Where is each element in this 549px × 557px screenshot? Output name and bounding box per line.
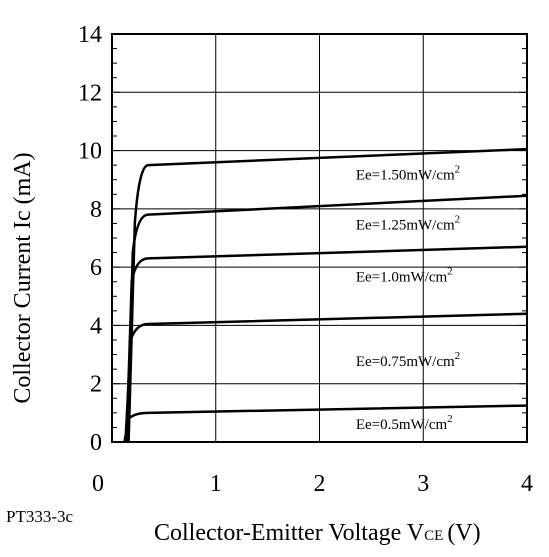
series-line [125,245,528,443]
x-tick-label: 0 [92,471,104,497]
series-line [126,194,528,443]
figure-id: PT333-3c [6,507,74,526]
x-axis-title-unit: (V) [447,520,480,546]
series-label: Ee=1.0mW/cm2 [356,266,453,286]
y-tick-label: 14 [78,22,102,48]
x-tick-label: 4 [521,471,533,497]
y-axis-title: Collector Current Ic (mA) [10,152,36,403]
x-tick-labels: 0 1 2 3 4 [92,471,533,497]
x-axis-title-main: Collector-Emitter Voltage V [154,520,425,546]
y-tick-label: 12 [78,80,102,106]
labels-layer: Ee=1.50mW/cm2 Ee=1.25mW/cm2 Ee=1.0mW/cm2 Ee… [356,164,460,433]
series-layer [123,147,528,443]
y-tick-label: 6 [90,255,102,281]
series-label: Ee=0.75mW/cm2 [356,350,460,370]
y-tick-labels: 0 2 4 6 8 10 12 14 [78,22,102,456]
x-axis-title: Collector-Emitter Voltage VCE (V) [154,520,481,546]
x-tick-label: 1 [210,471,222,497]
series-line [123,404,528,443]
y-tick-label: 0 [90,430,102,456]
x-tick-label: 3 [417,471,429,497]
x-tick-label: 2 [314,471,326,497]
plot-frame [111,33,528,443]
x-axis-title-sub: CE [424,528,443,544]
series-line [124,312,528,443]
y-tick-label: 10 [78,139,102,165]
series-label: Ee=0.5mW/cm2 [356,413,453,433]
y-tick-label: 4 [90,313,102,339]
series-label: Ee=1.25mW/cm2 [356,213,460,233]
series-label: Ee=1.50mW/cm2 [356,164,460,184]
y-tick-label: 8 [90,197,102,223]
grid [112,34,527,442]
y-tick-label: 2 [90,372,102,398]
series-line [127,147,528,443]
